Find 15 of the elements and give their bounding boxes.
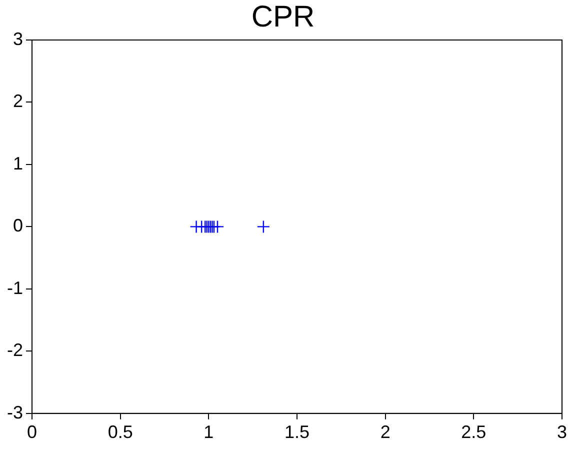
y-tick-label: 2 [12, 91, 24, 112]
x-tick-label: 3 [556, 422, 568, 442]
x-tick-label: 1.5 [284, 422, 310, 442]
y-tick-label: 0 [12, 216, 24, 236]
x-tick-label: 1 [204, 422, 214, 442]
chart-title: CPR [251, 0, 315, 34]
y-tick-label: -1 [6, 278, 24, 298]
x-tick-label: 0.5 [108, 422, 133, 442]
y-tick-label: -2 [6, 340, 24, 360]
y-tick-label: 1 [12, 153, 24, 174]
y-tick-label: -3 [6, 402, 24, 422]
x-tick-label: 2 [380, 422, 390, 442]
x-tick-label: 0 [26, 422, 38, 442]
y-tick-label: 3 [12, 28, 24, 49]
x-tick-label: 2.5 [461, 422, 486, 442]
